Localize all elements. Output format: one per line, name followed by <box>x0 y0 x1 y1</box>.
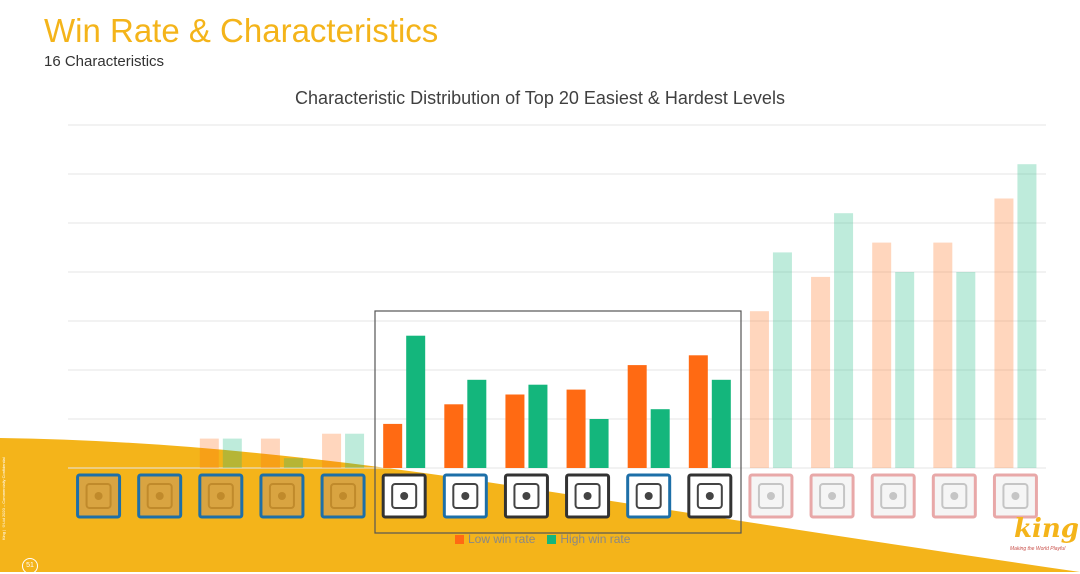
legend-swatch-low <box>455 534 464 544</box>
chart-grid <box>68 124 1046 469</box>
bar-low-win-rate-13 <box>872 242 892 468</box>
category-icons <box>76 473 1038 519</box>
bar-low-win-rate-9 <box>627 365 647 468</box>
legend-label-high: High win rate <box>560 532 631 546</box>
bar-low-win-rate-2 <box>199 438 219 468</box>
frame-tile-icon <box>809 473 855 519</box>
bar-high-win-rate-15 <box>1017 164 1037 468</box>
bar-high-win-rate-2 <box>222 438 242 468</box>
bar-low-win-rate-8 <box>566 389 586 468</box>
candy-swirl-icon <box>320 473 366 519</box>
bar-low-win-rate-12 <box>811 276 831 468</box>
bar-low-win-rate-7 <box>505 394 525 468</box>
bar-low-win-rate-14 <box>933 242 953 468</box>
bar-high-win-rate-10 <box>711 379 731 468</box>
king-logo-icon: king <box>1014 514 1079 544</box>
wrapped-candy-icon <box>259 473 305 519</box>
brand-mark: king Making the World Playful <box>1010 514 1079 564</box>
chain-link-icon <box>565 473 611 519</box>
side-confidential-note: King | ©Ltd 2020 – Commercially Confiden… <box>1 457 6 540</box>
grey-block-icon <box>870 473 916 519</box>
legend-swatch-high <box>547 534 557 544</box>
cookie-block-icon <box>137 473 183 519</box>
chart-bars <box>199 164 1037 468</box>
waffle-grid-icon <box>198 473 244 519</box>
legend-item-low: Low win rate <box>455 532 535 546</box>
jar-icon <box>503 473 549 519</box>
bar-high-win-rate-5 <box>406 335 426 468</box>
stacked-tiles-icon <box>687 473 733 519</box>
bar-high-win-rate-12 <box>834 213 854 468</box>
bar-high-win-rate-14 <box>956 272 976 468</box>
bar-high-win-rate-3 <box>283 458 303 468</box>
bar-low-win-rate-15 <box>994 198 1014 468</box>
bar-low-win-rate-4 <box>322 433 342 468</box>
cannon-icon <box>626 473 672 519</box>
snowflake-tile-icon <box>992 473 1038 519</box>
legend-item-high: High win rate <box>547 532 630 546</box>
bar-high-win-rate-4 <box>345 433 365 468</box>
bar-low-win-rate-3 <box>260 438 280 468</box>
layered-squares-icon <box>748 473 794 519</box>
chart-legend: Low win rate High win rate <box>455 532 630 546</box>
legend-label-low: Low win rate <box>468 532 536 546</box>
highlight-frame <box>374 310 742 534</box>
bar-high-win-rate-7 <box>528 384 548 468</box>
lock-icon <box>442 473 488 519</box>
conveyor-icon <box>381 473 427 519</box>
portal-icon <box>931 473 977 519</box>
bar-high-win-rate-13 <box>895 272 915 468</box>
slide-title: Win Rate & Characteristics <box>44 12 439 49</box>
slide-subtitle: 16 Characteristics <box>44 53 165 70</box>
bar-low-win-rate-5 <box>383 423 403 468</box>
caramel-block-icon <box>76 473 122 519</box>
bar-low-win-rate-11 <box>749 311 769 468</box>
bar-low-win-rate-10 <box>688 355 708 468</box>
bar-high-win-rate-6 <box>467 379 487 468</box>
bar-high-win-rate-11 <box>772 252 792 468</box>
bar-high-win-rate-8 <box>589 419 609 468</box>
chart-title: Characteristic Distribution of Top 20 Ea… <box>295 88 785 108</box>
bar-low-win-rate-6 <box>444 404 464 468</box>
brand-tagline: Making the World Playful <box>1010 546 1066 552</box>
bar-high-win-rate-9 <box>650 409 670 468</box>
